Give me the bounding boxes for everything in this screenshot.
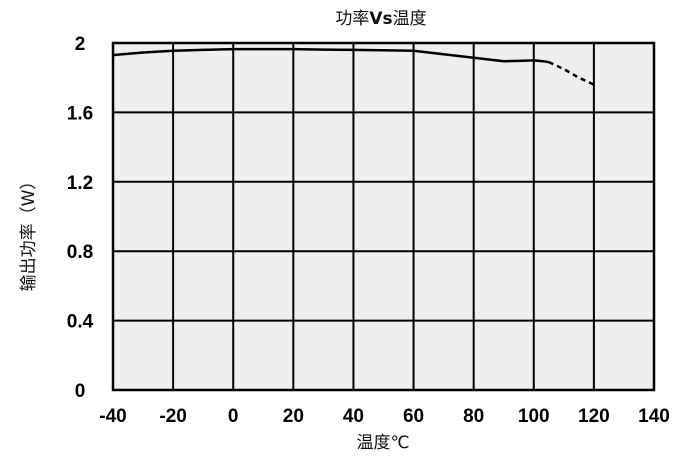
chart-title: 功率Vs温度 [335, 9, 426, 29]
plot-area [113, 43, 654, 390]
chart-title-part-2: Vs [369, 9, 392, 29]
y-axis-ticks: 0 0.4 0.8 1.2 1.6 2 [67, 34, 94, 402]
chart-title-part-1: 功率 [335, 9, 369, 29]
x-tick-label-6: 80 [463, 406, 484, 427]
chart-title-part-3: 温度 [393, 9, 427, 29]
x-tick-label-5: 60 [403, 406, 424, 427]
series-layer [112, 47, 595, 86]
series-line-solid-0 [112, 47, 549, 64]
plot-frame [111, 41, 656, 392]
y-tick-label-2: 0.8 [67, 242, 93, 263]
y-tick-label-1: 0.4 [67, 312, 94, 333]
x-tick-label-8: 120 [578, 406, 610, 427]
x-tick-label-3: 20 [283, 406, 304, 427]
x-tick-label-7: 100 [518, 406, 550, 427]
y-tick-label-5: 2 [75, 34, 86, 55]
x-tick-label-4: 40 [343, 406, 364, 427]
y-axis-label: 输出功率（W） [19, 173, 39, 292]
x-tick-label-2: 0 [228, 406, 239, 427]
x-axis-label: 温度℃ [356, 433, 409, 453]
y-tick-label-0: 0 [75, 381, 86, 402]
x-tick-label-0: -40 [99, 406, 126, 427]
x-tick-label-1: -20 [159, 406, 186, 427]
x-tick-label-9: 140 [638, 406, 670, 427]
y-tick-label-3: 1.2 [67, 173, 93, 194]
x-axis-ticks: -40 -20 0 20 40 60 80 100 120 140 [99, 406, 670, 427]
y-tick-label-4: 1.6 [67, 103, 93, 124]
